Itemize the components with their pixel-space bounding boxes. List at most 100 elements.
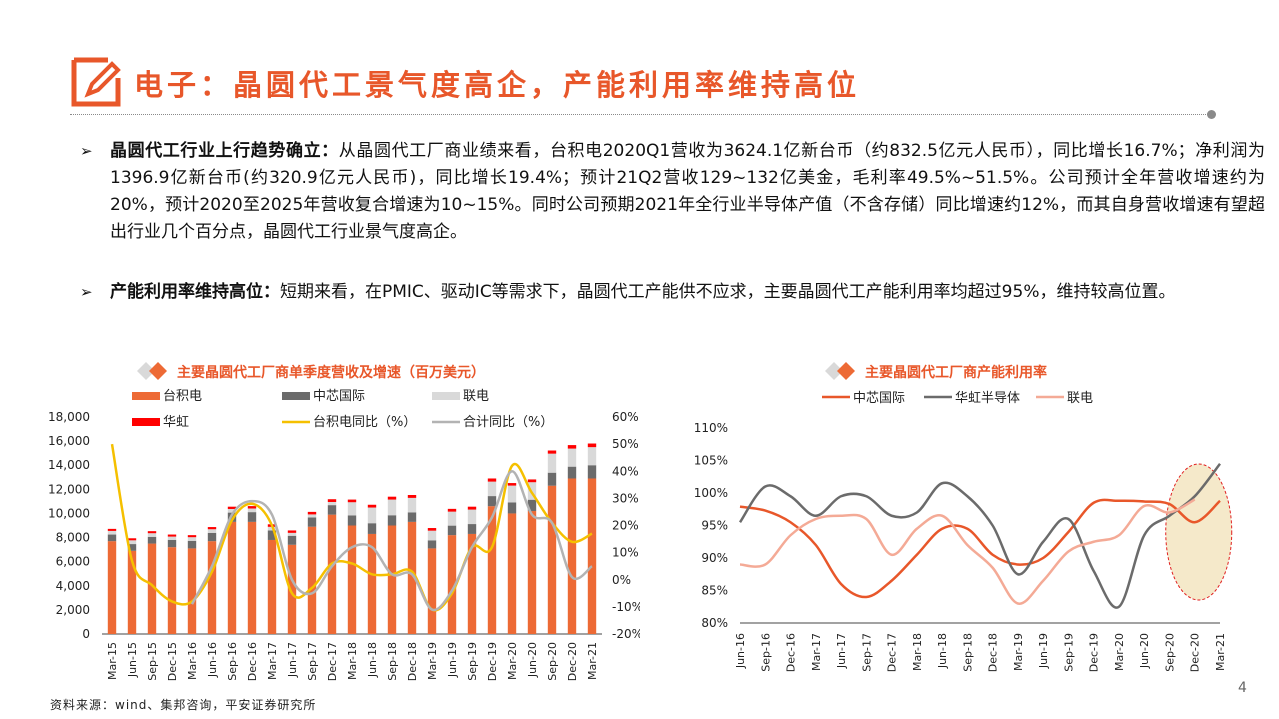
series-line [738,462,1221,609]
x-tick-label: Jun-18 [366,642,379,678]
bullet-1-body: 从晶圆代工厂商业绩来看，台积电2020Q1营收为3624.1亿新台币（约832.… [110,141,1266,242]
left-axis-tick: 8,000 [56,531,90,545]
arrow-bullet-icon: ➢ [80,142,93,160]
bar-segment [587,443,597,448]
y-axis-tick: 85% [701,584,728,598]
bar-segment [287,532,297,536]
revenue-chart: 0 2,000 4,000 6,000 8,000 10,000 12,000 14,000 1… [48,389,640,681]
bar-segment [447,511,457,526]
x-tick-label: Dec-20 [566,642,579,681]
bar-segment [327,514,337,634]
left-axis-tick: 4,000 [56,579,90,593]
chart-title-icon [137,362,167,380]
bar-segment [507,485,517,503]
x-tick-label: Dec-19 [1088,633,1101,672]
bar-segment [507,502,517,514]
x-tick-label: Sep-15 [146,642,159,681]
bar-segment [547,450,557,454]
bar-segment [527,511,537,634]
bar-segment [547,453,557,473]
x-tick-label: Dec-19 [486,642,499,681]
y-axis-tick: 110% [694,421,728,435]
bar-segment [407,521,417,634]
y-axis-tick: 80% [701,616,728,630]
bar-segment [527,499,537,512]
bar-segment [347,499,357,503]
x-tick-label: Sep-19 [466,642,479,681]
arrow-bullet-icon: ➢ [80,283,93,301]
legend-label: 华虹半导体 [955,391,1020,406]
bar-segment [147,531,157,534]
bar-segment [207,527,217,530]
bullet-1-head: 晶圆代工行业上行趋势确立： [110,141,339,161]
bar-segment [127,540,137,545]
legend-label: 联电 [463,389,489,404]
bar-segment [247,508,257,513]
bar-segment [267,530,277,540]
bar-segment [567,445,577,449]
bar-segment [507,483,517,486]
y-axis-tick: 100% [694,486,728,500]
x-tick-label: Sep-18 [386,642,399,681]
bar-segment [127,538,137,541]
left-axis-tick: 18,000 [48,410,90,424]
legend-label: 台积电 [163,389,202,404]
divider-dot [1207,110,1216,119]
bar-segment [127,550,137,634]
x-tick-label: Mar-21 [1214,633,1227,671]
x-tick-label: Sep-20 [1163,633,1176,672]
x-tick-label: Mar-19 [1012,633,1025,671]
bar-segment [367,507,377,524]
legend-label: 中芯国际 [853,391,905,406]
x-tick-label: Mar-17 [810,633,823,671]
legend-swatch [282,392,310,400]
bar-segment [187,537,197,541]
bar-segment [547,485,557,634]
bar-segment [547,472,557,486]
source-note: 资料来源：wind、集邦咨询，平安证券研究所 [50,698,317,712]
chart2-title: 主要晶圆代工厂商产能利用率 [865,365,1047,381]
legend-label: 中芯国际 [313,389,365,404]
legend-label: 合计同比（%） [463,415,553,430]
right-axis-tick: 10% [612,546,639,560]
bar-segment [427,530,437,541]
bar-segment [407,494,417,498]
bar-segment [307,511,317,515]
bar-segment [147,533,157,537]
x-tick-label: Dec-17 [886,633,899,672]
left-axis-tick: 12,000 [48,482,90,496]
series-line [190,470,593,612]
legend-swatch [132,418,160,426]
y-axis-tick: 105% [694,454,728,468]
left-axis-tick: 0 [82,627,90,641]
x-tick-label: Dec-20 [1189,633,1202,672]
x-tick-label: Jun-15 [126,642,139,678]
bar-segment [227,521,237,634]
bar-segment [567,478,577,634]
x-tick-label: Mar-16 [186,642,199,680]
bar-segment [367,523,377,534]
left-axis-tick: 10,000 [48,506,90,520]
right-axis-tick: -10% [612,600,640,614]
bar-segment [367,533,377,634]
chart-title-icon [825,362,855,380]
bullet-1: ➢ 晶圆代工行业上行趋势确立：从晶圆代工厂商业绩来看，台积电2020Q1营收为3… [80,138,1265,246]
x-tick-label: Sep-19 [1062,633,1075,672]
bar-segment [107,528,117,531]
bar-segment [247,521,257,634]
series-line [739,498,1221,599]
bar-segment [387,525,397,634]
bar-segment [347,515,357,526]
left-axis-tick: 6,000 [56,555,90,569]
x-tick-label: Sep-20 [546,642,559,681]
bar-segment [307,526,317,634]
bar-segment [147,543,157,634]
x-tick-label: Jun-17 [835,633,848,669]
left-axis-tick: 16,000 [48,434,90,448]
bar-segment [107,530,117,535]
bar-segment [587,447,597,466]
bar-segment [327,501,337,506]
x-tick-label: Mar-20 [506,642,519,680]
bar-segment [207,532,217,542]
title-divider [70,114,1212,115]
